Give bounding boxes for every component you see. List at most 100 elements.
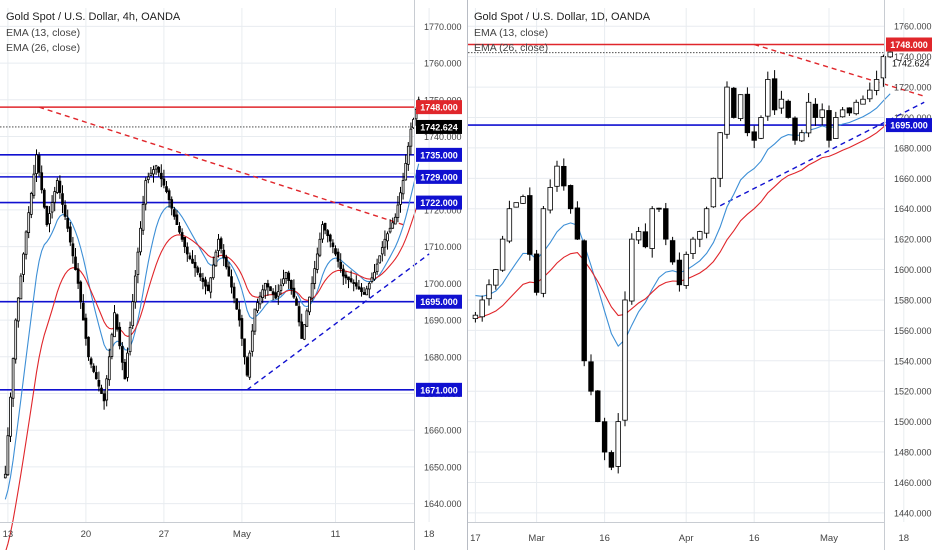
candle-body bbox=[107, 356, 111, 381]
last-price-tag bbox=[416, 119, 462, 134]
candle-body bbox=[266, 283, 270, 288]
candle-body bbox=[375, 263, 379, 273]
candle-body bbox=[154, 165, 158, 170]
level-tag-label: 1729.000 bbox=[420, 172, 458, 182]
candle-body bbox=[386, 233, 389, 242]
resistance-trendline[interactable] bbox=[38, 106, 404, 226]
y-tick-label: 1660.000 bbox=[424, 426, 462, 436]
candle-body bbox=[683, 253, 689, 286]
candle-body bbox=[276, 291, 280, 297]
y-tick-label: 1660.000 bbox=[894, 174, 932, 184]
candle-body bbox=[315, 253, 319, 270]
candle-body bbox=[159, 172, 163, 180]
candle-body bbox=[302, 324, 306, 340]
candle-body bbox=[547, 187, 553, 211]
candle-body bbox=[152, 169, 155, 175]
x-tick-label: 17 bbox=[470, 533, 481, 544]
candle-body bbox=[89, 358, 93, 365]
candle-body bbox=[237, 309, 241, 321]
support-trendline[interactable] bbox=[246, 253, 430, 391]
candle-body bbox=[178, 225, 181, 233]
y-tick-label: 1640.000 bbox=[424, 499, 462, 509]
candle-body bbox=[29, 193, 33, 215]
candle-body bbox=[35, 154, 38, 174]
candle-body bbox=[391, 222, 395, 229]
x-tick-label: May bbox=[820, 533, 838, 544]
candle-body bbox=[214, 251, 218, 267]
candle-body bbox=[217, 238, 220, 252]
support-level-tag bbox=[416, 382, 462, 397]
candle-body bbox=[567, 185, 574, 210]
candle-body bbox=[323, 222, 327, 231]
candle-body bbox=[308, 296, 311, 313]
candle-body bbox=[388, 227, 392, 233]
chart-1d-panel[interactable]: 1440.000 1460.000 1480.000 1500.000 1520.000… bbox=[468, 0, 932, 550]
candle-body bbox=[79, 281, 83, 303]
y-tick-label: 1680.000 bbox=[424, 352, 462, 362]
chart-4h-legend-ema13: EMA (13, close) bbox=[6, 27, 80, 39]
support-level-tag bbox=[886, 118, 932, 133]
level-tag-label: 1695.000 bbox=[890, 121, 928, 131]
y-tick-label: 1460.000 bbox=[894, 478, 932, 488]
candle-body bbox=[209, 277, 213, 293]
chart-4h-panel[interactable]: 1640.0001650.0001660.0001670.0001680.000… bbox=[0, 0, 462, 553]
chart-1d-title: Gold Spot / U.S. Dollar, 1D, OANDA bbox=[474, 11, 651, 23]
candle-body bbox=[271, 291, 275, 295]
y-tick-label: 1520.000 bbox=[894, 387, 932, 397]
candle-body bbox=[328, 234, 332, 242]
candle-body bbox=[365, 288, 369, 296]
candle-body bbox=[339, 261, 343, 270]
candle-body bbox=[27, 212, 31, 233]
candle-body bbox=[40, 172, 44, 191]
candle-body bbox=[354, 282, 358, 287]
candle-body bbox=[94, 372, 98, 380]
candle-body bbox=[14, 319, 18, 360]
candle-body bbox=[284, 271, 288, 279]
candle-body bbox=[183, 236, 187, 248]
candle-body bbox=[230, 276, 233, 288]
candle-body bbox=[367, 282, 371, 290]
y-tick-label: 1770.000 bbox=[424, 22, 462, 32]
candle-body bbox=[595, 390, 601, 423]
y-tick-label: 1540.000 bbox=[894, 356, 932, 366]
support-level-tag bbox=[416, 294, 462, 309]
candle-body bbox=[608, 452, 615, 468]
x-tick-label: 18 bbox=[424, 529, 435, 540]
candle-body bbox=[115, 314, 119, 330]
candle-body bbox=[172, 209, 176, 217]
candle-body bbox=[136, 251, 140, 275]
candle-body bbox=[554, 165, 560, 187]
candle-body bbox=[873, 79, 880, 91]
support-level-tag bbox=[416, 169, 462, 184]
candle-body bbox=[615, 421, 621, 467]
candle-body bbox=[318, 238, 322, 256]
candle-body bbox=[250, 330, 254, 352]
candle-body bbox=[344, 274, 348, 279]
y-tick-label: 1440.000 bbox=[894, 508, 932, 518]
candle-body bbox=[201, 277, 205, 282]
candle-body bbox=[737, 94, 744, 119]
candle-body bbox=[110, 334, 114, 357]
candle-body bbox=[144, 180, 148, 205]
level-tag-label: 1748.000 bbox=[890, 40, 928, 50]
resistance-trendline[interactable] bbox=[753, 43, 925, 97]
level-tag-label: 1748.000 bbox=[420, 103, 458, 113]
candle-body bbox=[880, 56, 887, 79]
candle-body bbox=[258, 295, 262, 305]
candle-body bbox=[513, 202, 519, 208]
candle-body bbox=[139, 227, 142, 253]
candle-body bbox=[87, 336, 90, 358]
candle-body bbox=[45, 205, 49, 226]
candle-body bbox=[128, 327, 132, 353]
y-tick-label: 1720.000 bbox=[894, 83, 932, 93]
y-tick-label: 1690.000 bbox=[424, 316, 462, 326]
candle-body bbox=[406, 145, 410, 165]
candle-body bbox=[341, 268, 345, 277]
y-tick-label: 1580.000 bbox=[894, 295, 932, 305]
candle-body bbox=[486, 284, 492, 300]
candle-body bbox=[261, 289, 265, 298]
candle-body bbox=[204, 279, 207, 287]
candle-body bbox=[396, 204, 400, 218]
